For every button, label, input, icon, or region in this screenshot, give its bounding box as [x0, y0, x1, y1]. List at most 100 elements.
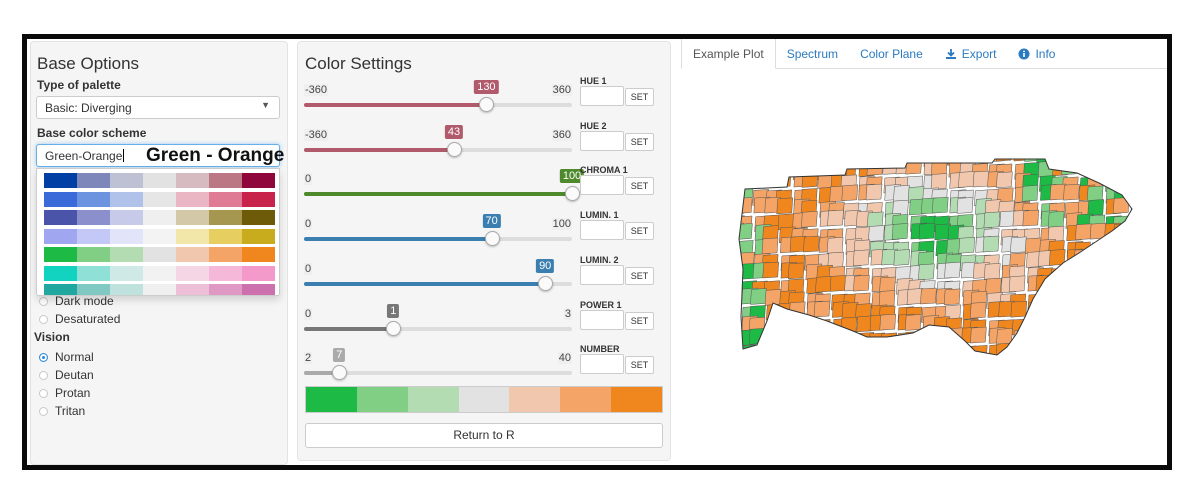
slider-hue-2[interactable]: -360 360 43 [304, 121, 572, 161]
set-button[interactable]: SET [625, 356, 654, 375]
slider-handle[interactable] [447, 141, 462, 157]
slider-handle[interactable] [565, 186, 580, 202]
county-shape [970, 345, 988, 355]
vision-option-protan[interactable]: Protan [39, 386, 90, 400]
county-shape [1144, 353, 1147, 369]
dark-mode-option[interactable]: Dark mode [39, 294, 114, 308]
slider-hue-1[interactable]: -360 360 130 [304, 76, 572, 116]
color-settings-title: Color Settings [305, 54, 412, 73]
county-shape [751, 172, 768, 190]
county-shape [1073, 266, 1091, 284]
tab-spectrum[interactable]: Spectrum [776, 39, 849, 68]
vision-option-normal[interactable]: Normal [39, 350, 94, 364]
county-shape [893, 185, 910, 202]
slider-handle[interactable] [484, 231, 500, 247]
palette-option[interactable] [44, 173, 275, 188]
checkbox-icon[interactable] [39, 296, 48, 306]
set-value-input[interactable] [580, 264, 624, 285]
palette-preview-swatch [356, 387, 408, 412]
slider-handle[interactable] [386, 320, 402, 336]
palette-option[interactable] [44, 247, 275, 262]
text-cursor [123, 149, 125, 162]
slider-min: 0 [304, 307, 313, 320]
palette-option[interactable] [44, 228, 275, 244]
county-shape [1087, 342, 1105, 355]
county-shape [739, 159, 756, 176]
slider-handle[interactable] [538, 275, 554, 291]
tab-example-plot[interactable]: Example Plot [681, 39, 776, 69]
slider-chroma-1[interactable]: 0 100 [304, 165, 585, 205]
slider-track[interactable] [304, 281, 572, 286]
county-shape [794, 356, 810, 369]
county-shape [1125, 327, 1132, 345]
county-shape [895, 355, 911, 369]
base-options-title: Base Options [37, 54, 140, 73]
slider-power-1[interactable]: 0 3 1 [304, 300, 572, 340]
county-shape [1117, 329, 1132, 346]
set-button[interactable]: SET [625, 222, 654, 241]
palette-option[interactable] [44, 210, 275, 225]
palette-swatch [110, 173, 143, 188]
county-shape [1088, 331, 1106, 349]
radio-icon[interactable] [39, 352, 48, 362]
set-button[interactable]: SET [625, 88, 654, 106]
slider-track[interactable] [304, 371, 572, 376]
county-shape [767, 318, 784, 335]
checkbox-icon[interactable] [39, 314, 48, 324]
set-button[interactable]: SET [625, 311, 654, 330]
set-value-input[interactable] [580, 86, 624, 106]
slider-number[interactable]: 2 40 7 [304, 344, 572, 384]
slider-lumin-1[interactable]: 0 100 70 [304, 210, 572, 250]
set-value-input[interactable] [580, 175, 624, 196]
palette-option[interactable] [44, 191, 275, 207]
slider-track[interactable] [304, 192, 572, 197]
set-value-input[interactable] [580, 220, 624, 241]
palette-swatch [77, 191, 110, 207]
tab-export[interactable]: Export [934, 39, 1008, 68]
slider-handle[interactable] [332, 365, 348, 381]
county-shape [948, 345, 965, 355]
vision-option-tritan[interactable]: Tritan [39, 404, 85, 418]
return-to-r-button[interactable]: Return to R [305, 423, 663, 448]
scheme-dropdown[interactable] [36, 168, 280, 296]
radio-icon[interactable] [39, 388, 48, 398]
county-shape [804, 327, 822, 345]
set-button[interactable]: SET [625, 177, 654, 196]
palette-option[interactable] [44, 265, 275, 281]
slider-track[interactable] [304, 147, 572, 152]
county-shape [867, 339, 884, 355]
palette-option[interactable] [44, 284, 275, 295]
slider-lumin-2[interactable]: 0 90 [304, 255, 572, 295]
county-shape [956, 197, 974, 214]
county-shape [832, 359, 848, 369]
set-button[interactable]: SET [625, 132, 654, 151]
slider-value: 90 [536, 258, 555, 273]
county-shape [858, 339, 875, 355]
desaturated-option[interactable]: Desaturated [39, 312, 120, 326]
set-control: POWER 1 SET [580, 300, 656, 330]
county-shape [790, 319, 807, 337]
tab-label: Export [961, 46, 997, 61]
slider-handle[interactable] [479, 97, 495, 112]
county-shape [958, 237, 976, 254]
slider-min: 0 [304, 262, 313, 275]
county-shape [1060, 340, 1078, 355]
set-value-input[interactable] [580, 354, 624, 375]
radio-icon[interactable] [39, 406, 48, 416]
radio-icon[interactable] [39, 370, 48, 380]
set-control: LUMIN. 1 SET [580, 210, 656, 241]
tab-color-plane[interactable]: Color Plane [849, 39, 934, 68]
set-button[interactable]: SET [625, 266, 654, 285]
vision-option-deutan[interactable]: Deutan [39, 368, 94, 382]
palette-type-select[interactable]: Basic: Diverging ▼ [36, 96, 280, 119]
set-value-input[interactable] [580, 130, 624, 151]
county-shape [1145, 327, 1147, 343]
county-shape [1052, 292, 1070, 309]
scheme-input[interactable]: Green-Orange [36, 144, 280, 167]
slider-track[interactable] [304, 237, 572, 242]
desaturated-label: Desaturated [55, 312, 121, 326]
slider-track[interactable] [304, 103, 572, 107]
slider-track[interactable] [304, 326, 572, 331]
set-value-input[interactable] [580, 309, 624, 330]
tab-info[interactable]: Info [1007, 39, 1066, 68]
